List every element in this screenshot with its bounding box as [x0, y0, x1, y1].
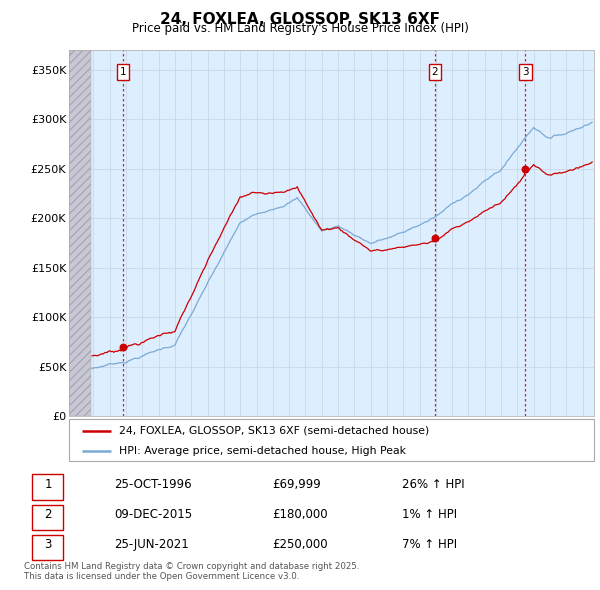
FancyBboxPatch shape — [32, 474, 64, 500]
Text: 25-OCT-1996: 25-OCT-1996 — [114, 478, 192, 491]
Text: 2: 2 — [431, 67, 438, 77]
Point — [430, 233, 440, 242]
Text: 2: 2 — [44, 508, 52, 521]
Point — [118, 342, 128, 352]
Text: 1% ↑ HPI: 1% ↑ HPI — [402, 508, 457, 521]
Text: Contains HM Land Registry data © Crown copyright and database right 2025.
This d: Contains HM Land Registry data © Crown c… — [24, 562, 359, 581]
Text: £250,000: £250,000 — [272, 538, 328, 551]
Point — [521, 164, 530, 173]
Text: 1: 1 — [44, 478, 52, 491]
Text: 7% ↑ HPI: 7% ↑ HPI — [402, 538, 457, 551]
Text: 1: 1 — [120, 67, 127, 77]
Text: 09-DEC-2015: 09-DEC-2015 — [114, 508, 193, 521]
FancyBboxPatch shape — [32, 504, 64, 530]
Text: HPI: Average price, semi-detached house, High Peak: HPI: Average price, semi-detached house,… — [119, 446, 406, 455]
FancyBboxPatch shape — [32, 535, 64, 560]
Text: Price paid vs. HM Land Registry's House Price Index (HPI): Price paid vs. HM Land Registry's House … — [131, 22, 469, 35]
Bar — [69, 50, 91, 416]
Text: 3: 3 — [522, 67, 529, 77]
Text: £180,000: £180,000 — [272, 508, 328, 521]
Text: 26% ↑ HPI: 26% ↑ HPI — [402, 478, 464, 491]
Text: £69,999: £69,999 — [272, 478, 321, 491]
Text: 3: 3 — [44, 538, 52, 551]
FancyBboxPatch shape — [69, 419, 594, 461]
Text: 24, FOXLEA, GLOSSOP, SK13 6XF: 24, FOXLEA, GLOSSOP, SK13 6XF — [160, 12, 440, 27]
Text: 25-JUN-2021: 25-JUN-2021 — [114, 538, 189, 551]
Text: 24, FOXLEA, GLOSSOP, SK13 6XF (semi-detached house): 24, FOXLEA, GLOSSOP, SK13 6XF (semi-deta… — [119, 426, 429, 436]
